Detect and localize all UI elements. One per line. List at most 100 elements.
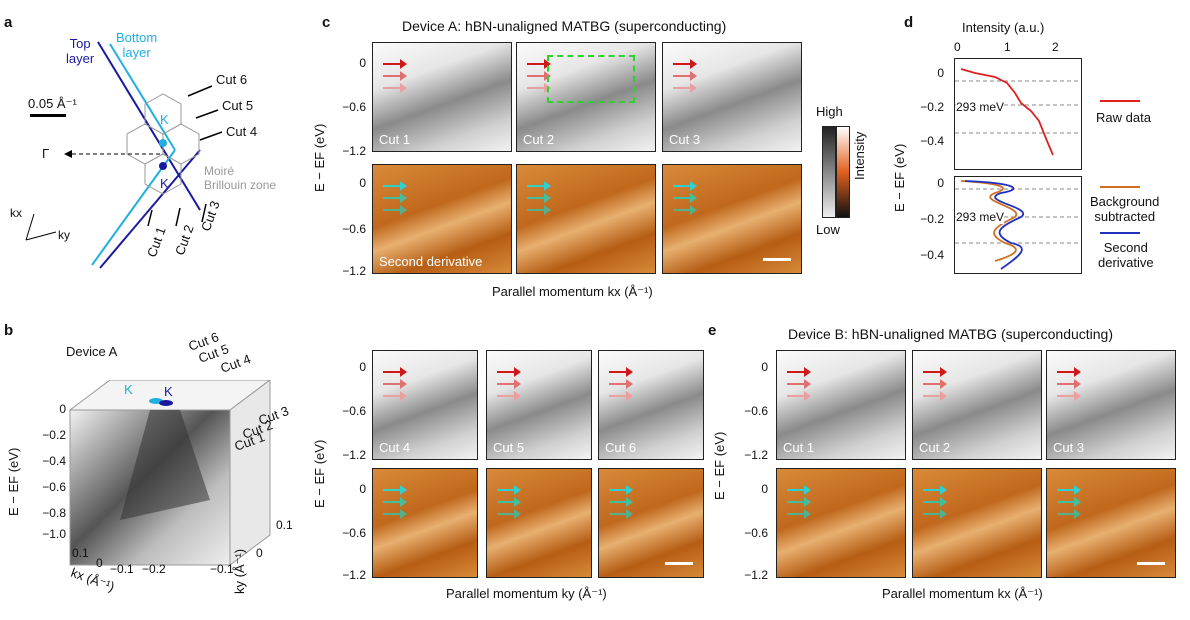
c-cut6-label: Cut 6 (605, 440, 637, 455)
c-ytick: −1.2 (342, 144, 366, 158)
b-ytick: −1.0 (42, 527, 66, 541)
d-xtick: 1 (1004, 40, 1011, 54)
k-bottom-label: K (160, 176, 169, 191)
cut4-label: Cut 4 (226, 124, 258, 139)
panel-c-label: c (322, 14, 331, 31)
c2-ytick: 0 (359, 482, 366, 496)
c-sd1-panel: Second derivative (372, 164, 512, 274)
k-top-label: K (160, 112, 169, 127)
c-sd3-panel (662, 164, 802, 274)
panel-e-label: e (708, 322, 717, 339)
b-ytick: 0 (59, 402, 66, 416)
c-ylabel: E − EF (eV) (312, 123, 327, 192)
d-raw-plot (954, 58, 1082, 170)
e-cut1-label: Cut 1 (783, 440, 815, 455)
c-cut5-label: Cut 5 (493, 440, 525, 455)
b-ytick: −0.6 (42, 480, 66, 494)
b-k1-label: K (124, 382, 133, 397)
colorbar-low: Low (816, 222, 840, 237)
legend-raw: Raw data (1096, 110, 1151, 125)
second-derivative-label: Second derivative (379, 254, 483, 269)
panel-d-label: d (904, 14, 914, 31)
d-ytick: −0.4 (920, 248, 944, 262)
e-sd3-panel (1046, 468, 1176, 578)
legend-sd: Second derivative (1098, 240, 1154, 270)
c2-ylabel: E − EF (eV) (312, 439, 327, 508)
e-ytick: −1.2 (744, 448, 768, 462)
moire-label: Moiré Brillouin zone (204, 164, 277, 192)
d-ytick: 0 (937, 66, 944, 80)
c-sd4-panel (372, 468, 478, 578)
legend-sd-swatch (1100, 232, 1140, 234)
legend-raw-swatch (1100, 100, 1140, 102)
c-xlabel: Parallel momentum kx (Å⁻¹) (492, 284, 653, 299)
e-cut3-label: Cut 3 (1053, 440, 1085, 455)
panel-e-title: Device B: hBN-unaligned MATBG (supercond… (788, 326, 1114, 342)
d-ylabel: E − EF (eV) (892, 143, 907, 212)
c-ytick: −0.6 (342, 100, 366, 114)
c-cut1-panel: Cut 1 (372, 42, 512, 152)
e-sd2-panel (912, 468, 1042, 578)
c-ytick: −1.2 (342, 264, 366, 278)
colorbar-high: High (816, 104, 843, 119)
c2-ytick: −1.2 (342, 448, 366, 462)
c-cut5-panel: Cut 5 (486, 350, 592, 460)
d-annot1: 293 meV (956, 100, 1005, 114)
e-ytick: 0 (761, 482, 768, 496)
b-ylabel: E − EF (eV) (6, 447, 21, 516)
c-cut3-label: Cut 3 (669, 132, 701, 147)
c2-ytick: 0 (359, 360, 366, 374)
e-sd1-panel (776, 468, 906, 578)
panel-a-label: a (4, 14, 13, 31)
panel-b-label: b (4, 322, 14, 339)
kx-axis-label: kx (10, 206, 22, 220)
b-ztick: 0 (256, 546, 263, 560)
e-ytick: 0 (761, 360, 768, 374)
e-ytick: −0.6 (744, 404, 768, 418)
c-cut2-panel: Cut 2 (516, 42, 656, 152)
d-xtick: 2 (1052, 40, 1059, 54)
scale-bar (763, 258, 791, 261)
b-k2-label: K (164, 384, 173, 399)
c2-ytick: −1.2 (342, 568, 366, 582)
c2-ytick: −0.6 (342, 526, 366, 540)
d-ytick: −0.2 (920, 100, 944, 114)
e-cut2-panel: Cut 2 (912, 350, 1042, 460)
cut5-label: Cut 5 (222, 98, 254, 113)
c-cut4-panel: Cut 4 (372, 350, 478, 460)
cut6-label: Cut 6 (216, 72, 248, 87)
d-ytick: −0.4 (920, 134, 944, 148)
d-ytick: 0 (937, 176, 944, 190)
e-ytick: −1.2 (744, 568, 768, 582)
d-annot2: 293 meV (956, 210, 1005, 224)
b-xtick: 0 (96, 556, 103, 570)
scale-bar (30, 114, 66, 117)
b-ztick: −0.1 (210, 562, 234, 576)
c-cut3-panel: Cut 3 (662, 42, 802, 152)
d-xtick: 0 (954, 40, 961, 54)
panel-a-diagram (25, 41, 223, 269)
colorbar-gray (822, 126, 836, 218)
b-xtick: −0.2 (142, 562, 166, 576)
c-ytick: 0 (359, 56, 366, 70)
b-ytick: −0.4 (42, 454, 66, 468)
c-ytick: −0.6 (342, 222, 366, 236)
d-xlabel: Intensity (a.u.) (962, 20, 1045, 35)
scale-label: 0.05 Å⁻¹ (28, 96, 77, 111)
colorbar-orange (836, 126, 850, 218)
legend-bg: Background subtracted (1090, 194, 1160, 224)
e-ytick: −0.6 (744, 526, 768, 540)
e-cut1-panel: Cut 1 (776, 350, 906, 460)
e-ylabel: E − EF (eV) (712, 431, 727, 500)
gamma-label: Γ (42, 146, 50, 161)
c-sd2-panel (516, 164, 656, 274)
c-ytick: 0 (359, 176, 366, 190)
e-xlabel: Parallel momentum kx (Å⁻¹) (882, 586, 1043, 601)
b-ytick: −0.2 (42, 428, 66, 442)
d-ytick: −0.2 (920, 212, 944, 226)
b-zlabel: ky (Å⁻¹) (232, 548, 247, 594)
c-sd6-panel (598, 468, 704, 578)
bottom-layer-label: Bottom layer (116, 30, 158, 60)
colorbar-label: Intensity (852, 131, 867, 180)
c2-ytick: −0.6 (342, 404, 366, 418)
